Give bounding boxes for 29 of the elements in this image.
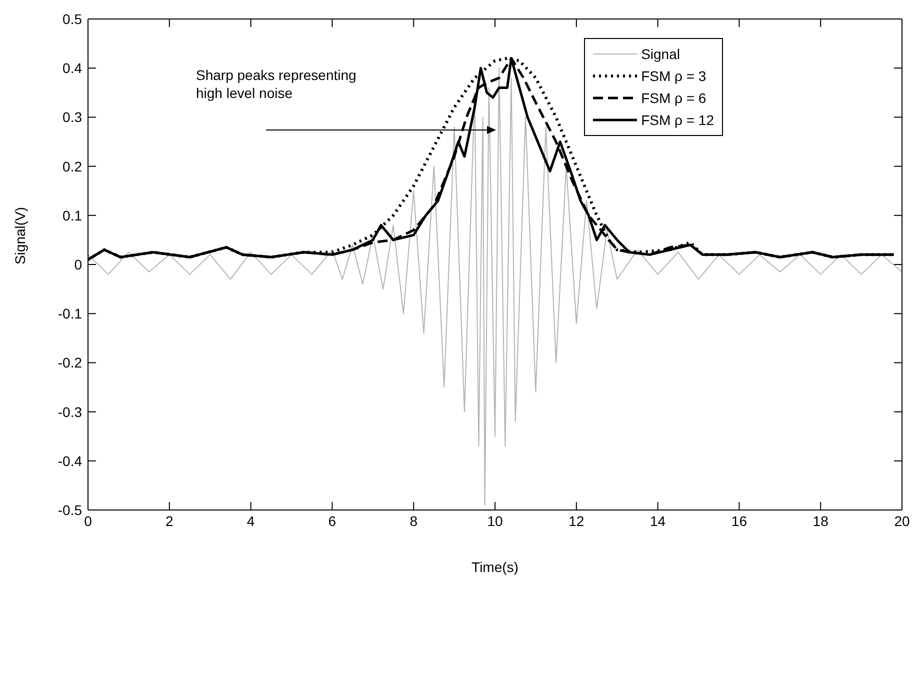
- y-tick-label: -0.4: [58, 452, 82, 469]
- y-tick-label: 0.3: [62, 109, 82, 126]
- x-tick-label: 0: [84, 512, 92, 529]
- y-tick-label: 0.4: [62, 60, 82, 76]
- x-tick-label: 16: [731, 512, 748, 529]
- legend-label: FSM ρ = 3: [641, 68, 706, 84]
- y-tick-label: -0.5: [58, 502, 82, 518]
- legend-label: Signal: [641, 46, 680, 62]
- y-tick-label: -0.3: [58, 404, 82, 420]
- x-tick-label: 6: [328, 512, 336, 529]
- y-axis-title: Signal(V): [12, 206, 28, 264]
- x-tick-label: 8: [410, 512, 418, 529]
- x-tick-label: 14: [650, 512, 666, 529]
- y-tick-label: 0.5: [62, 10, 82, 27]
- x-tick-label: 18: [812, 512, 829, 529]
- y-tick-label: -0.1: [58, 306, 82, 322]
- x-tick-label: 10: [487, 512, 503, 529]
- y-tick-label: 0.1: [62, 207, 82, 224]
- x-axis-title: Time(s): [472, 559, 518, 575]
- y-tick-label: 0.2: [62, 158, 82, 174]
- annotation: Sharp peaks representing high level noise: [196, 67, 356, 101]
- legend-label: FSM ρ = 6: [641, 90, 706, 106]
- y-tick-label: 0: [74, 256, 82, 272]
- legend-label: FSM ρ = 12: [641, 112, 714, 128]
- x-tick-label: 12: [568, 512, 584, 529]
- x-tick-label: 2: [166, 512, 174, 529]
- x-tick-label: 4: [246, 512, 255, 529]
- x-tick-label: 20: [894, 512, 910, 529]
- y-tick-label: -0.2: [58, 354, 82, 371]
